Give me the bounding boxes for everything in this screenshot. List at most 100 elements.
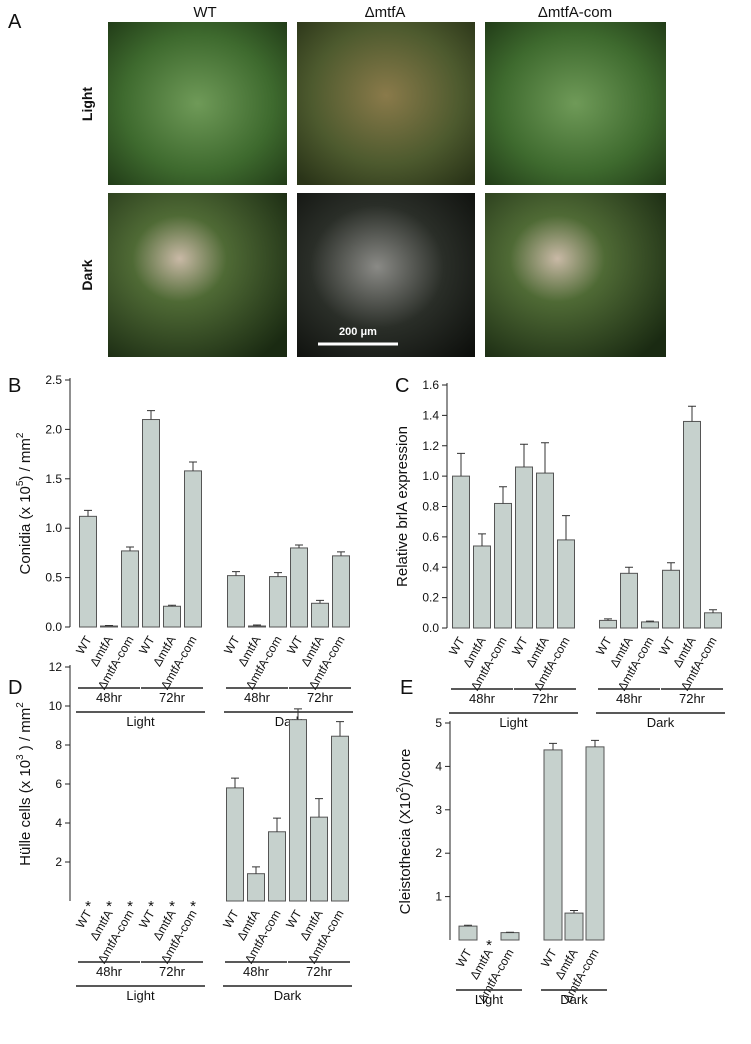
row-label: Light — [79, 87, 95, 122]
y-tick-label: 3 — [435, 803, 442, 817]
photo — [108, 22, 287, 185]
subgroup-label: 72hr — [159, 690, 186, 705]
value-label: * — [486, 937, 492, 954]
bar — [331, 735, 349, 902]
photo — [485, 193, 666, 357]
subgroup-label: 72hr — [159, 964, 186, 979]
subgroup-label: 72hr — [306, 964, 333, 979]
y-axis-label: Relative brlA expression — [394, 426, 411, 587]
error-bar — [295, 544, 303, 548]
y-axis-label-part: Hülle cells (x 10 — [17, 760, 34, 866]
y-tick-label: 0.0 — [422, 621, 439, 635]
subgroup-label: 48hr — [244, 690, 271, 705]
subgroup-label: 48hr — [243, 964, 270, 979]
bar — [332, 555, 350, 628]
subgroup-label: 48hr — [96, 690, 123, 705]
bar — [543, 749, 563, 941]
y-tick-label: 1.6 — [422, 378, 439, 392]
bar — [500, 932, 520, 941]
bar — [79, 515, 97, 628]
y-tick-label: 6 — [55, 777, 62, 791]
error-bar — [231, 777, 239, 788]
y-tick-label: 0.2 — [422, 591, 439, 605]
y-tick-label: 4 — [435, 759, 442, 773]
group-label: Dark — [274, 988, 302, 1003]
y-tick-label: 0.5 — [45, 571, 62, 585]
error-bar — [253, 624, 261, 627]
error-bar — [294, 708, 302, 720]
y-axis-label-part: Conidia (x 10 — [17, 486, 34, 574]
error-bar — [709, 609, 717, 613]
bar — [585, 746, 605, 941]
y-axis-label: Hülle cells (x 103 ) / mm2 — [15, 702, 34, 866]
group-label: Dark — [560, 992, 588, 1007]
row-label: Dark — [79, 259, 95, 290]
y-tick-label: 2 — [55, 855, 62, 869]
y-tick-label: 12 — [49, 660, 63, 674]
y-axis-label-part: ) / mm — [17, 708, 34, 755]
value-label: * — [169, 898, 175, 915]
bar — [142, 419, 160, 628]
bar — [311, 602, 329, 628]
bar — [184, 470, 202, 628]
group-label: Light — [126, 714, 155, 729]
y-tick-label: 0.4 — [422, 560, 439, 574]
y-tick-label: 5 — [435, 716, 442, 730]
value-label: * — [106, 898, 112, 915]
scale-bar-label: 200 μm — [339, 326, 377, 338]
y-tick-label: 10 — [49, 699, 63, 713]
y-tick-label: 1.0 — [45, 521, 62, 535]
y-axis-label-part: )/core — [397, 749, 414, 787]
error-bar — [478, 533, 486, 546]
bar — [494, 502, 512, 629]
group-label: Light — [475, 992, 504, 1007]
y-tick-label: 4 — [55, 816, 62, 830]
bar — [704, 612, 722, 629]
group-label: Light — [126, 988, 155, 1003]
bar — [458, 925, 478, 941]
error-bar — [570, 909, 578, 914]
subgroup-label: 48hr — [616, 691, 643, 706]
error-bar — [252, 866, 260, 874]
subgroup-label: 72hr — [679, 691, 706, 706]
error-bar — [147, 410, 155, 420]
y-axis-label-part: Cleistothecia (X10 — [397, 793, 414, 915]
y-axis-label-part: 2 — [395, 787, 406, 793]
error-bar — [189, 461, 197, 471]
y-tick-label: 1.0 — [422, 469, 439, 483]
bar — [683, 420, 701, 629]
y-axis-label-part: 5 — [15, 480, 26, 486]
error-bar — [336, 721, 344, 737]
error-bar — [337, 551, 345, 556]
error-bar — [84, 509, 92, 517]
error-bar — [688, 405, 696, 422]
y-tick-label: 2 — [435, 846, 442, 860]
bar — [473, 545, 491, 629]
subgroup-label: 48hr — [96, 964, 123, 979]
y-axis-label-part: ) / mm — [17, 438, 34, 481]
value-label: * — [85, 898, 91, 915]
bar — [452, 475, 470, 629]
y-tick-label: 1.2 — [422, 439, 439, 453]
bar — [100, 625, 118, 628]
photo — [297, 22, 475, 185]
column-label: WT — [193, 4, 216, 21]
subgroup-label: 72hr — [532, 691, 559, 706]
y-tick-label: 0.8 — [422, 500, 439, 514]
error-bar — [273, 817, 281, 832]
error-bar — [316, 599, 324, 604]
y-tick-label: 2.5 — [45, 373, 62, 387]
panel-label: E — [400, 677, 413, 699]
photo — [485, 22, 666, 185]
bar — [121, 550, 139, 628]
bar — [641, 621, 659, 629]
bar — [226, 787, 244, 902]
bar — [620, 572, 638, 629]
bar — [662, 569, 680, 629]
panel-label: B — [8, 375, 21, 397]
error-bar — [541, 442, 549, 474]
photo — [297, 193, 475, 357]
error-bar — [168, 604, 176, 607]
panel-label: A — [8, 11, 22, 33]
subgroup-label: 72hr — [307, 690, 334, 705]
